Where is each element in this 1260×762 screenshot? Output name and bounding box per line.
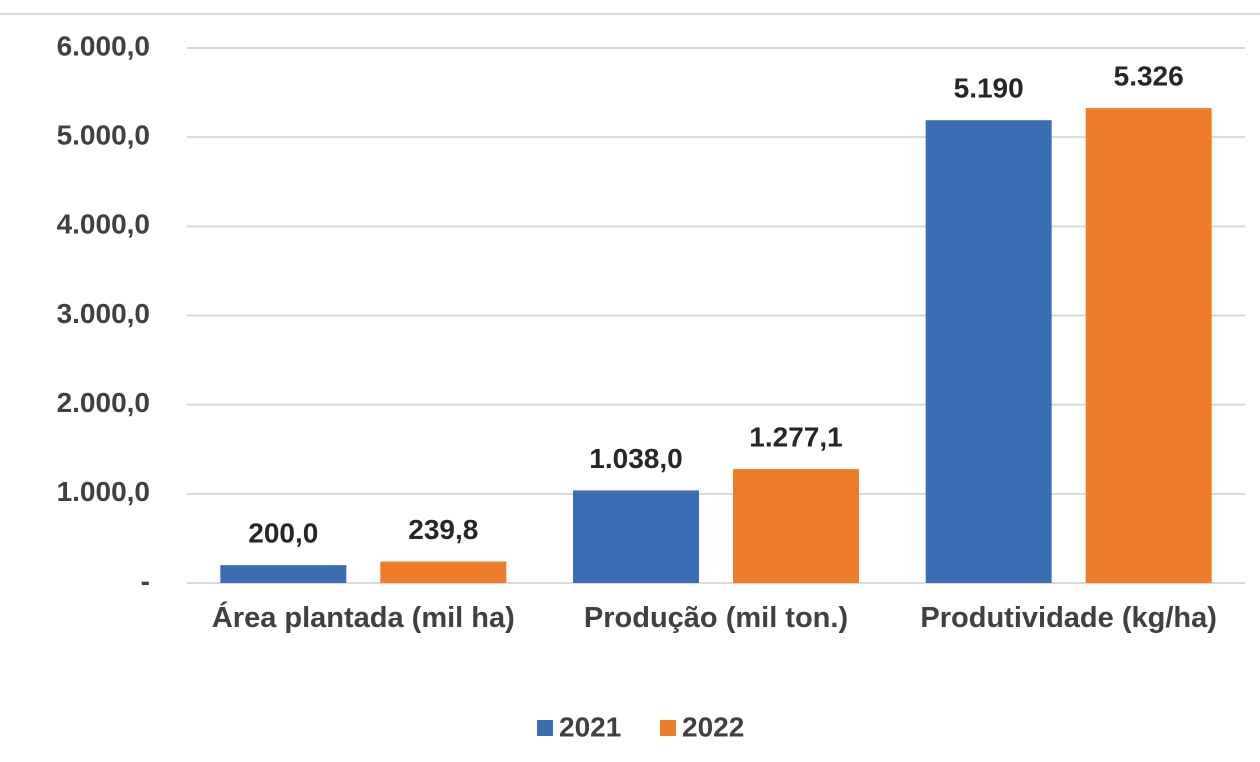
x-tick-label: Produção (mil ton.) [583, 602, 849, 634]
bar [733, 469, 859, 583]
bar [925, 120, 1052, 583]
x-tick-label-box: Produtividade (kg/ha) [920, 602, 1217, 634]
bar [220, 565, 347, 583]
data-label: 200,0 [248, 518, 318, 549]
bar [380, 561, 507, 583]
y-tick-label: 4.000,0 [57, 209, 150, 240]
data-label: 5.326 [1114, 60, 1184, 91]
legend-swatch [660, 720, 676, 736]
data-label: 1.038,0 [589, 443, 682, 474]
x-tick-label-box: Produção (mil ton.) [583, 602, 849, 634]
y-tick-label: 2.000,0 [57, 387, 150, 418]
data-label: 1.277,1 [749, 422, 842, 453]
bar [1085, 108, 1212, 584]
data-label: 5.190 [954, 73, 1024, 104]
y-tick-label: 5.000,0 [57, 120, 150, 151]
y-tick-label: 1.000,0 [57, 476, 150, 507]
bar [573, 490, 699, 583]
legend-label: 2022 [682, 711, 744, 742]
y-tick-label: - [141, 565, 150, 596]
legend-label: 2021 [559, 711, 621, 742]
x-tick-label: Produtividade (kg/ha) [920, 602, 1217, 634]
x-tick-label-box: Área plantada (mil ha) [211, 602, 515, 634]
x-tick-label: Área plantada (mil ha) [211, 602, 515, 634]
legend-swatch [537, 720, 553, 736]
y-tick-label: 3.000,0 [57, 298, 150, 329]
y-tick-label: 6.000,0 [57, 30, 150, 61]
data-label: 239,8 [408, 514, 478, 545]
